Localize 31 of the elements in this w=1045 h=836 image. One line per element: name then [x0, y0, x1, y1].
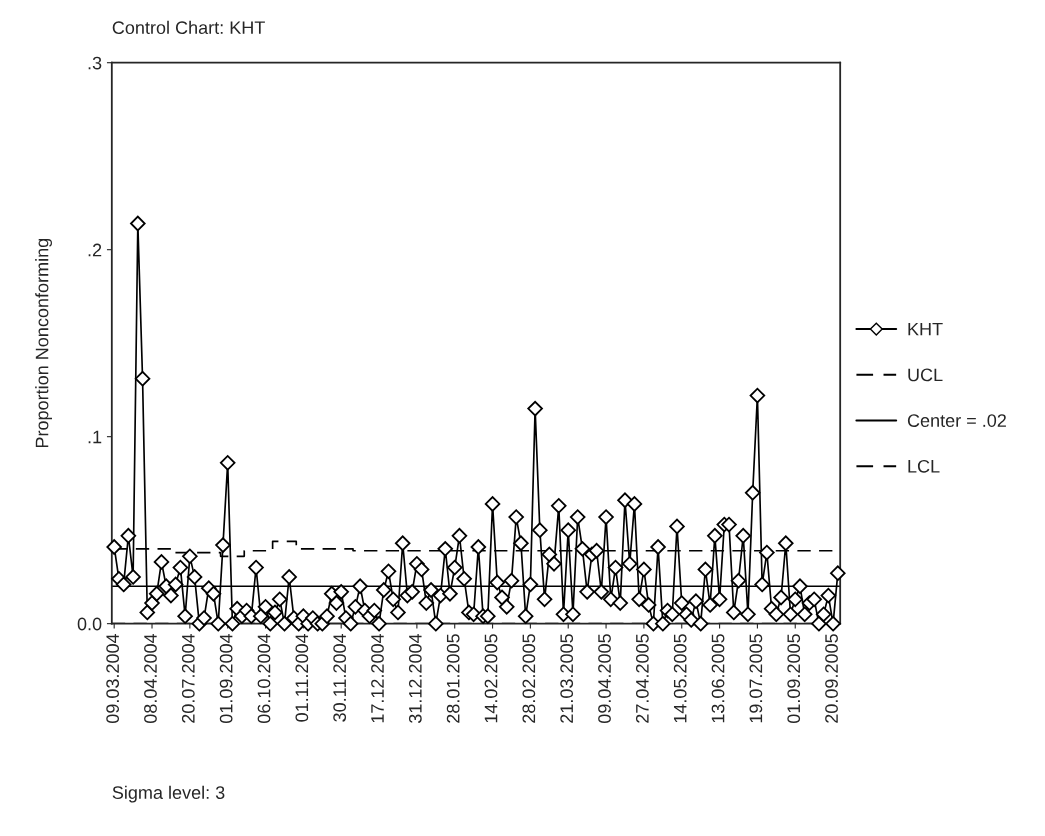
legend-label: UCL: [908, 368, 943, 382]
legend-label: Center = .02: [907, 414, 1006, 427]
text: Sigma level: 3: [112, 785, 225, 803]
x-tick-label: 28.02.2005: [522, 634, 536, 723]
y-axis-title: Proportion Nonconforming: [35, 238, 52, 448]
y-tick-label: .3: [88, 56, 102, 70]
x-tick-label: 17.12.2004: [371, 633, 384, 723]
x-tick-label: 28.01.2005: [446, 634, 460, 723]
x-tick-label: 31.12.2004: [408, 633, 422, 724]
chart-title: Control Chart: KHT: [112, 20, 265, 35]
legend-label: KHT: [908, 322, 943, 336]
x-tick-label: 14.02.2005: [484, 634, 498, 723]
x-tick-label: 09.04.2005: [598, 634, 611, 724]
x-tick-label: 27.04.2005: [635, 634, 649, 723]
x-tick-label: 08.04.2004: [144, 633, 157, 724]
x-tick-label: 21.03.2005: [560, 634, 574, 723]
x-tick-label: 20.07.2004: [181, 633, 195, 723]
x-tick-label: 13.06.2005: [711, 634, 725, 723]
x-tick-label: 19.07.2005: [749, 634, 763, 723]
y-tick-label: .1: [88, 430, 102, 444]
x-tick-label: 20.09.2005: [825, 634, 838, 723]
x-tick-label: 01.09.2005: [787, 634, 801, 724]
x-tick-label: 09.03.2004: [106, 633, 120, 724]
x-tick-label: 14.05.2005: [673, 634, 687, 723]
y-tick-label: 0.0: [77, 617, 102, 631]
legend-label: LCL: [908, 459, 940, 473]
y-tick-label: .2: [88, 243, 102, 257]
x-tick-label: 06.10.2004: [257, 633, 271, 724]
x-tick-label: 01.09.2004: [219, 633, 233, 724]
x-tick-label: 30.11.2004: [333, 633, 347, 722]
x-tick-label: 01.11.2004: [295, 633, 309, 722]
